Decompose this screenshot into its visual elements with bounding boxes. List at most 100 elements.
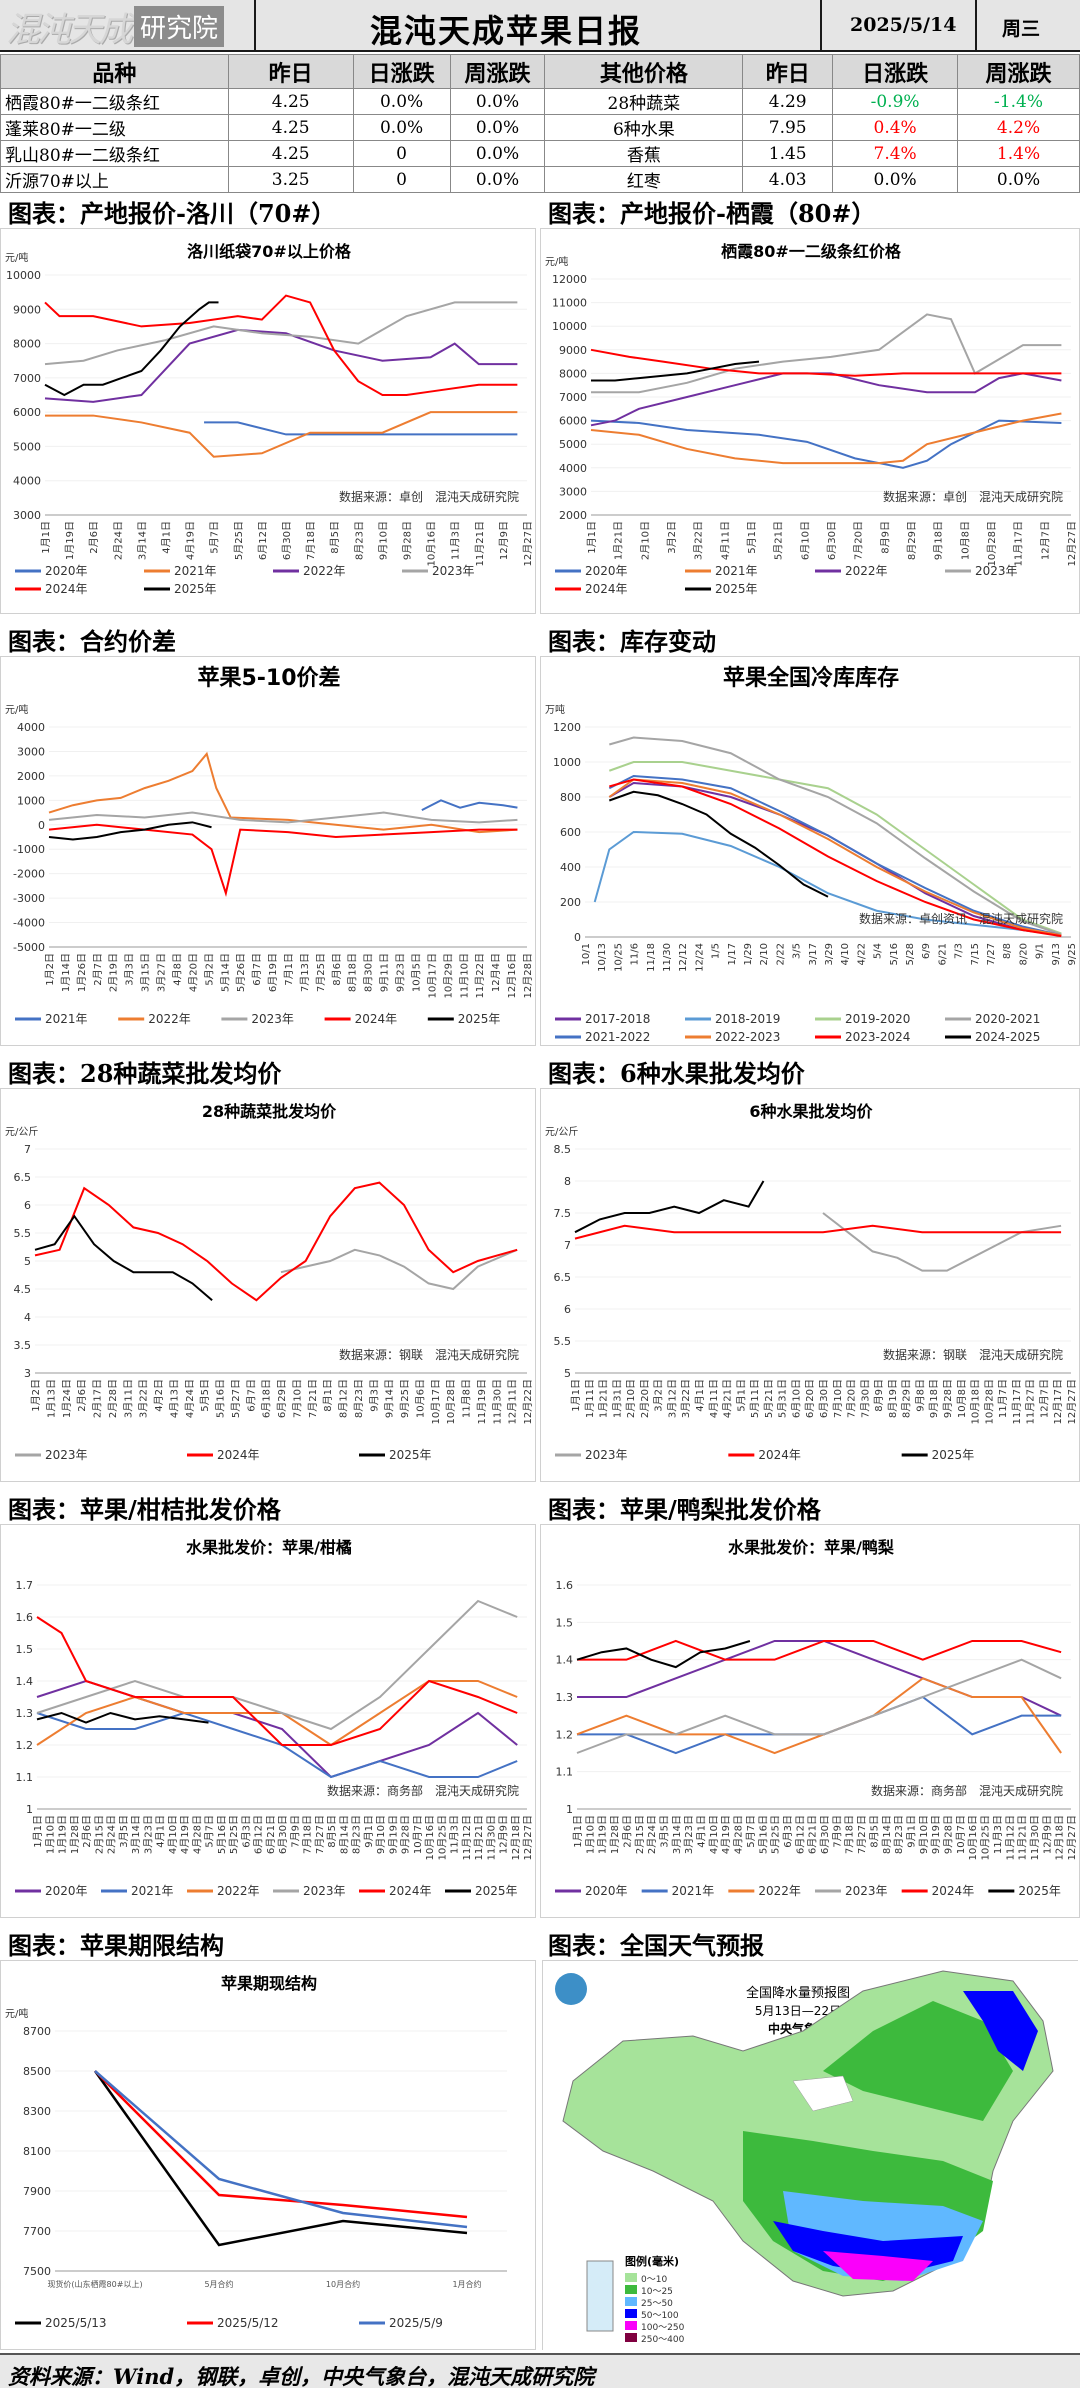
- y-tick-label: 3000: [13, 509, 41, 522]
- table-cell: 0.0%: [449, 166, 546, 193]
- chart-panel-apple-orange: 水果批发价：苹果/柑橘 1 1.1 1.2 1.3 1.4 1.5 1.6 1.7 1月1日 1月1…: [0, 1524, 536, 1918]
- y-tick-label: 1.2: [556, 1728, 574, 1741]
- x-tick-label: 1月1日: [32, 1815, 44, 1848]
- x-tick-label: 1月21日: [613, 521, 625, 560]
- chart-title: 洛川纸袋70#以上价格: [187, 242, 352, 261]
- series-line-2022年: [590, 372, 1062, 427]
- x-tick-label: 4月19日: [185, 521, 197, 560]
- y-tick-label: 1: [26, 1803, 33, 1816]
- x-tick-label: 12月18日: [1054, 1815, 1066, 1860]
- y-tick-label: 7900: [23, 2185, 51, 2198]
- x-tick-label: 6月19日: [267, 953, 279, 992]
- x-tick-label: 4月8日: [171, 953, 183, 986]
- x-tick-label: 3月15日: [140, 953, 152, 992]
- x-category-label: 现货价(山东栖霞80#以上): [47, 2279, 142, 2289]
- legend-label: 2025/5/12: [217, 2316, 279, 2330]
- x-tick-label: 12月22日: [522, 1379, 534, 1424]
- x-tick-label: 12月27日: [1066, 1815, 1078, 1860]
- legend-label: 2020年: [45, 564, 88, 578]
- legend-label: 2023年: [45, 1448, 88, 1462]
- x-tick-label: 1月19日: [57, 1815, 69, 1854]
- series-line-2025/5/9: [94, 2070, 468, 2229]
- legend-label: 0～10: [641, 2275, 667, 2285]
- series-line-2024年: [577, 1639, 1062, 1661]
- x-tick-label: 3月23日: [683, 1815, 695, 1854]
- table-cell: 0.0%: [957, 166, 1080, 193]
- report-header: 混沌天成 研究院 混沌天成苹果日报 2025/5/14 周三: [0, 0, 1080, 52]
- x-tick-label: 10月8日: [956, 1379, 968, 1418]
- x-tick-label: 10/13: [597, 943, 608, 972]
- chart-title: 水果批发价：苹果/柑橘: [186, 1538, 352, 1557]
- x-category-label: 5月合约: [204, 2279, 233, 2289]
- x-tick-label: 9/1: [1035, 943, 1046, 959]
- map-legend: 0～10 10～25 25～50 50～100 100～250 250～400: [625, 2273, 685, 2345]
- col-header: 其他价格: [544, 54, 744, 89]
- x-tick-label: 9月3日: [368, 1379, 380, 1412]
- legend-label: 2023年: [251, 1012, 294, 1026]
- x-tick-label: 1月31日: [611, 1379, 623, 1418]
- x-tick-label: 4月1日: [694, 1379, 706, 1412]
- x-tick-label: 3月3日: [124, 953, 136, 986]
- x-tick-label: 4月20日: [187, 953, 199, 992]
- y-tick-label: 1.3: [556, 1691, 574, 1704]
- y-tick-label: 1.4: [16, 1675, 34, 1688]
- x-tick-label: 2月24日: [112, 521, 124, 560]
- x-tick-label: 8月5日: [329, 521, 341, 554]
- x-tick-label: 12月9日: [1041, 1815, 1053, 1854]
- rain-zone-100-250: [823, 2251, 933, 2281]
- x-tick-label: 10月18日: [970, 1379, 982, 1424]
- x-tick-label: 4月11日: [719, 521, 731, 560]
- legend-label: 2022年: [845, 564, 888, 578]
- y-unit-label: 元/公斤: [545, 1126, 578, 1138]
- x-tick-label: 8月19日: [887, 1379, 899, 1418]
- x-tick-label: 11/18: [646, 943, 657, 972]
- legend-label: 2020年: [45, 1884, 88, 1898]
- x-tick-label: 4月19日: [720, 1815, 732, 1854]
- y-tick-label: 6: [24, 1199, 31, 1212]
- x-tick-label: 10月5日: [410, 953, 422, 992]
- x-tick-label: 11月30日: [485, 1815, 497, 1860]
- x-tick-label: 12月9日: [498, 1815, 510, 1854]
- series-line-2023-2024: [609, 778, 1062, 938]
- table-cell: 0.0%: [449, 114, 546, 141]
- x-tick-label: 7月20日: [853, 521, 865, 560]
- x-tick-label: 6月10日: [790, 1379, 802, 1418]
- x-tick-label: 12月27日: [1066, 1379, 1078, 1424]
- x-tick-label: 3月11日: [122, 1379, 134, 1418]
- y-tick-label: 200: [560, 896, 581, 909]
- chart-title: 6种水果批发均价: [749, 1102, 873, 1121]
- chart-title: 栖霞80#一二级条红价格: [721, 242, 902, 261]
- x-tick-label: 2月19日: [108, 953, 120, 992]
- series-line-2020-2021: [609, 736, 1062, 936]
- x-tick-label: 11月30日: [491, 1379, 503, 1424]
- series-line-2025年: [591, 360, 760, 382]
- series-line-2018-2019: [593, 830, 1062, 937]
- y-tick-label: -2000: [13, 868, 45, 881]
- col-header: 周涨跌: [957, 54, 1080, 89]
- x-tick-label: 5月26日: [235, 953, 247, 992]
- x-tick-label: 10月7日: [412, 1815, 424, 1854]
- y-tick-label: 9000: [13, 303, 41, 316]
- legend-swatch: [625, 2297, 637, 2306]
- x-tick-label: 4/10: [840, 943, 851, 965]
- series-line-2020年: [204, 421, 518, 436]
- legend-label: 2025年: [389, 1448, 432, 1462]
- x-tick-label: 2月24日: [106, 1815, 118, 1854]
- x-tick-label: 11月17日: [1013, 521, 1025, 566]
- y-tick-label: 600: [560, 826, 581, 839]
- x-tick-label: 11/30: [662, 943, 673, 972]
- table-cell: 0.0%: [352, 88, 451, 115]
- chart-title: 水果批发价：苹果/鸭梨: [728, 1538, 895, 1557]
- legend-label: 2019-2020: [845, 1012, 910, 1026]
- series-line-2021年: [421, 799, 518, 812]
- y-tick-label: 1.4: [556, 1654, 574, 1667]
- series-line-2024年: [48, 823, 518, 897]
- section-title: 图表：苹果/鸭梨批发价格: [548, 1495, 821, 1524]
- y-tick-label: 1.6: [16, 1611, 34, 1624]
- x-tick-label: 6月21日: [807, 1815, 819, 1854]
- x-tick-label: 9月10日: [375, 1815, 387, 1854]
- logo-badge: 研究院: [134, 5, 225, 47]
- legend-label: 2025年: [1018, 1884, 1061, 1898]
- y-tick-label: 4000: [13, 475, 41, 488]
